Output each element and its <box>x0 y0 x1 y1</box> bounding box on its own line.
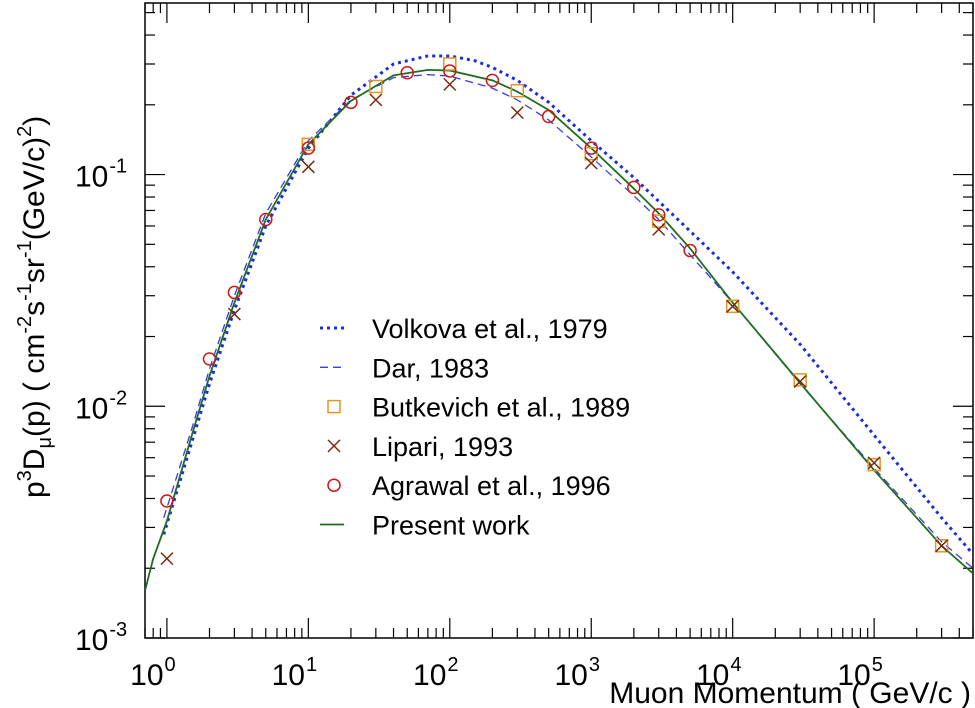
legend-swatch <box>327 399 341 414</box>
legend-swatch <box>327 478 341 492</box>
legend: Volkova et al., 1979 Dar, 1983 Butkevich e… <box>320 314 630 541</box>
x-tick-labels: 100 101 102 103 104 105 <box>130 654 883 692</box>
x-axis-label: Muon Momentum ( GeV/c ) <box>609 677 971 708</box>
legend-label: Lipari, 1993 <box>372 432 513 462</box>
legend-entry: Butkevich et al., 1989 <box>327 393 630 423</box>
data-point <box>369 79 383 94</box>
data-point <box>160 552 174 566</box>
legend-label: Agrawal et al., 1996 <box>372 471 611 501</box>
series-line-0 <box>162 54 973 556</box>
legend-entry: Dar, 1983 <box>320 353 489 383</box>
series-points-2 <box>301 57 949 553</box>
data-point <box>584 156 598 170</box>
series-points-4 <box>160 64 697 508</box>
data-point <box>510 106 524 120</box>
data-point <box>541 109 556 124</box>
data-point <box>584 146 598 161</box>
data-point <box>935 539 949 553</box>
data-point <box>725 299 740 314</box>
data-point <box>301 141 316 155</box>
data-point <box>584 141 598 155</box>
data-point <box>202 352 217 366</box>
legend-label: Present work <box>372 511 530 541</box>
legend-label: Dar, 1983 <box>372 353 489 383</box>
data-point <box>227 285 242 300</box>
x-tick-label: 105 <box>837 654 883 692</box>
data-point <box>867 457 881 472</box>
data-point <box>793 374 807 388</box>
data-point <box>934 539 949 553</box>
legend-entry: Present work <box>320 511 530 541</box>
plot-frame <box>144 2 974 639</box>
x-tick-label: 104 <box>696 654 742 692</box>
legend-entry: Lipari, 1993 <box>327 432 513 462</box>
data-point <box>651 214 666 228</box>
data-point <box>652 222 666 236</box>
data-point <box>443 77 457 91</box>
data-point <box>369 93 383 107</box>
legend-entry: Volkova et al., 1979 <box>320 314 608 344</box>
x-tick-label: 100 <box>130 654 176 692</box>
data-point <box>651 208 666 222</box>
y-axis-label: p3Dμ(p) ( cm-2s-1sr-1(GeV/c)2) <box>14 116 56 498</box>
data-point <box>627 180 641 195</box>
series-points-3 <box>160 77 949 566</box>
legend-entry: Agrawal et al., 1996 <box>327 471 611 501</box>
data-point <box>160 494 174 508</box>
legend-label: Butkevich et al., 1989 <box>372 393 630 423</box>
data-point <box>400 66 414 80</box>
data-point <box>793 373 807 387</box>
data-point <box>301 160 315 174</box>
data-point <box>867 456 881 470</box>
data-point <box>301 137 316 152</box>
x-tick-label: 103 <box>554 654 600 692</box>
data-point <box>443 64 457 78</box>
axis-ticks <box>144 3 974 639</box>
data-point <box>726 299 740 313</box>
data-point <box>510 83 525 98</box>
y-tick-label: 10-2 <box>75 387 127 425</box>
data-point <box>485 73 500 88</box>
y-tick-label: 10-1 <box>75 156 127 194</box>
legend-swatch <box>327 439 341 453</box>
data-point <box>683 243 697 258</box>
series-layer <box>145 54 973 591</box>
x-tick-label: 101 <box>272 654 318 692</box>
y-tick-label: 10-3 <box>75 619 127 657</box>
data-point <box>227 307 241 321</box>
data-point <box>344 95 358 110</box>
legend-label: Volkova et al., 1979 <box>372 314 608 344</box>
y-tick-labels: 10-3 10-2 10-1 <box>75 156 127 657</box>
series-line-5 <box>145 68 973 591</box>
data-point <box>443 57 457 71</box>
x-tick-label: 102 <box>413 654 459 692</box>
data-point <box>259 212 273 227</box>
